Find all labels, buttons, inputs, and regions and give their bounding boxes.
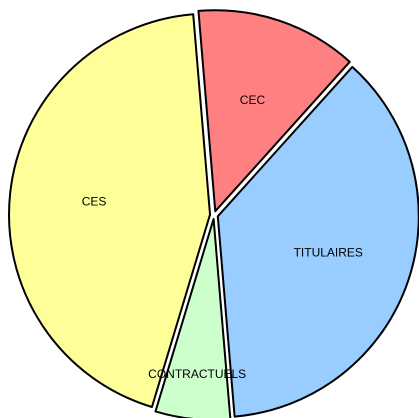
- pie-slice: [197, 9, 351, 213]
- slice-label: CES: [82, 195, 107, 209]
- slice-label: TITULAIRES: [294, 246, 363, 260]
- pie-slice: [154, 217, 232, 418]
- pie-slice: [216, 65, 419, 418]
- slice-label: CEC: [240, 93, 266, 107]
- pie-slice: [8, 13, 212, 409]
- slice-label: CONTRACTUELS: [148, 367, 246, 381]
